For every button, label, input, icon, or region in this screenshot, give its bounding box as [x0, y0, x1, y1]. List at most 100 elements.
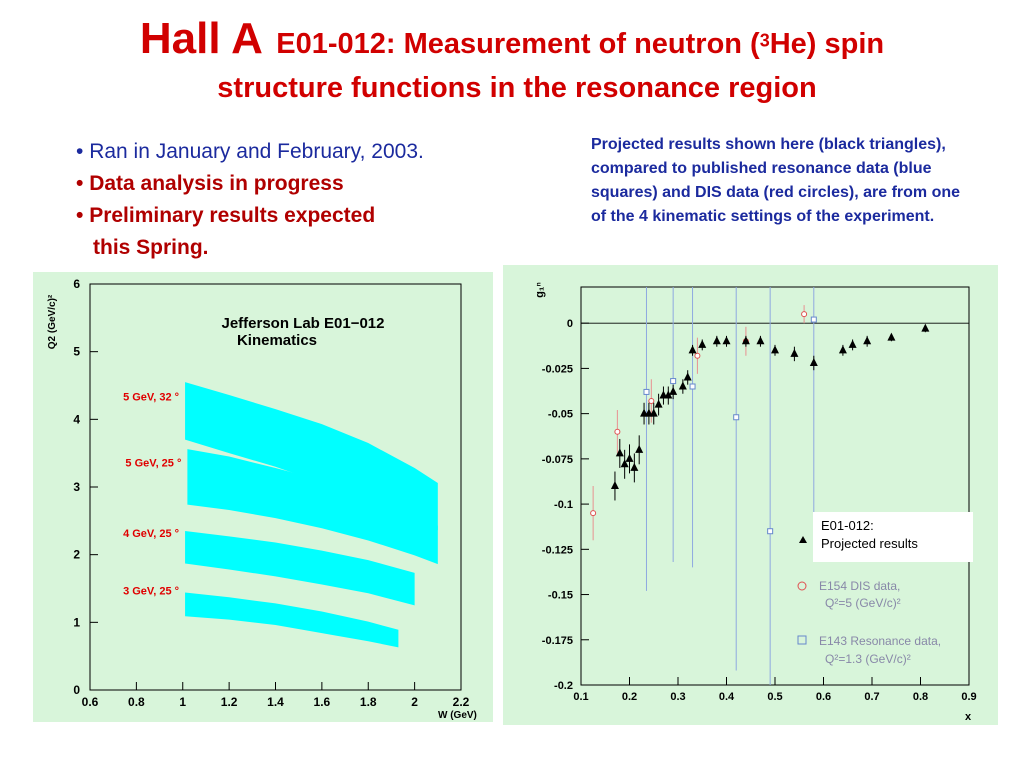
title-line1-pre: E01-012: Measurement of neutron (: [276, 28, 760, 60]
projected-results-note: Projected results shown here (black tria…: [591, 136, 961, 225]
data-point-triangle: [669, 386, 678, 395]
x-axis-label: W (GeV): [438, 710, 477, 721]
kinematic-band: [185, 530, 415, 606]
x-tick-label: 2.2: [453, 695, 470, 709]
y-tick-label: 4: [73, 412, 80, 426]
data-point-triangle: [741, 336, 750, 345]
data-point-triangle: [887, 332, 896, 341]
bullet-run-date: Ran in January and February, 2003.: [89, 140, 424, 163]
x-axis-label: x: [965, 711, 972, 723]
x-tick-label: 1.2: [221, 695, 238, 709]
slide-subtitle: structure functions in the resonance reg…: [217, 72, 817, 104]
bullet-list: • Ran in January and February, 2003. • D…: [76, 136, 424, 264]
data-point-triangle: [678, 381, 687, 390]
y-tick-label: 3: [73, 480, 80, 494]
y-tick-label: -0.075: [542, 454, 573, 466]
data-point-square: [810, 316, 817, 323]
y-tick-label: 2: [73, 548, 80, 562]
data-point-triangle: [635, 444, 644, 453]
data-point-triangle: [722, 336, 731, 345]
y-tick-label: 1: [73, 615, 80, 629]
y-tick-label: -0.2: [554, 680, 573, 692]
y-tick-label: 6: [73, 277, 80, 291]
band-label: 3 GeV, 25 °: [123, 585, 179, 597]
legend-box: [813, 512, 973, 562]
data-point-circle: [614, 428, 621, 435]
data-point-square: [689, 383, 696, 390]
y-tick-label: -0.1: [554, 499, 573, 511]
legend-e154-line1: E154 DIS data,: [819, 579, 900, 593]
data-point-triangle: [688, 345, 697, 354]
data-point-triangle: [848, 339, 857, 348]
data-point-triangle: [620, 459, 629, 468]
bullet-item-cont: this Spring.: [76, 232, 424, 264]
bullet-spring: this Spring.: [93, 236, 209, 259]
data-point-triangle: [683, 372, 692, 381]
x-tick-label: 0.7: [864, 691, 879, 703]
y-axis-label: g₁ⁿ: [534, 282, 546, 298]
y-tick-label: 5: [73, 345, 80, 359]
data-point-triangle: [771, 345, 779, 354]
legend: E01-012: Projected results E154 DIS data…: [797, 512, 973, 666]
data-point-triangle: [863, 336, 872, 345]
data-point-triangle: [756, 336, 765, 345]
y-tick-label: -0.05: [548, 409, 573, 421]
bullet-item: • Data analysis in progress: [76, 172, 344, 195]
data-point-triangle: [654, 399, 663, 408]
title-superscript: 3: [759, 30, 770, 51]
band-label: 4 GeV, 25 °: [123, 528, 179, 540]
x-tick-label: 1.6: [314, 695, 331, 709]
data-point-triangle: [615, 448, 624, 457]
data-point-circle: [648, 397, 655, 404]
x-tick-label: 0.6: [816, 691, 831, 703]
data-point-triangle: [838, 345, 847, 354]
legend-triangle-marker: [799, 536, 807, 543]
data-point-triangle: [712, 336, 721, 345]
hall-label: Hall A: [139, 14, 263, 63]
chart-subtitle: Kinematics: [237, 332, 317, 349]
x-tick-label: 1.4: [267, 695, 284, 709]
y-tick-label: 0: [73, 683, 80, 697]
x-tick-label: 0.4: [719, 691, 735, 703]
chart-background: [503, 265, 998, 725]
x-tick-label: 0.1: [573, 691, 588, 703]
bullet-item: • Ran in January and February, 2003.: [76, 140, 424, 163]
data-point-triangle: [790, 348, 799, 357]
data-point-square: [670, 378, 677, 385]
data-point-square: [733, 414, 740, 421]
data-point-circle: [590, 510, 597, 517]
title-line1-post: He) spin: [769, 28, 885, 60]
x-tick-label: 0.5: [767, 691, 782, 703]
legend-circle-marker: [797, 581, 807, 591]
x-tick-label: 0.8: [128, 695, 145, 709]
y-tick-label: -0.15: [548, 590, 573, 602]
data-point-triangle: [649, 408, 658, 417]
chart-title: Jefferson Lab E01−012: [221, 315, 384, 332]
x-tick-label: 1.8: [360, 695, 377, 709]
kinematic-band: [185, 592, 399, 648]
kinematic-band: [185, 382, 438, 531]
y-tick-label: -0.025: [542, 363, 573, 375]
data-point-triangle: [809, 357, 818, 366]
data-point-triangle: [630, 462, 639, 471]
x-tick-label: 0.3: [670, 691, 685, 703]
legend-e154-line2: Q²=5 (GeV/c)²: [825, 596, 901, 610]
y-tick-label: 0: [567, 318, 573, 330]
data-point-circle: [694, 352, 701, 359]
kinematic-band: [187, 449, 438, 565]
data-point-triangle: [610, 481, 619, 489]
bullet-item: • Preliminary results expected: [76, 204, 376, 227]
data-point-circle: [801, 311, 808, 318]
data-point-square: [643, 388, 650, 395]
data-point-triangle: [625, 453, 634, 462]
band-label: 5 GeV, 32 °: [123, 392, 179, 404]
g1n-chart: 0.1 0.2 0.3 0.4 0.5 0.6 0.7 0.8 0.9 0 -0.025 -0.05 -…: [503, 265, 998, 725]
band-label: 5 GeV, 25 °: [125, 458, 181, 470]
y-axis-label: Q2 (GeV/c)²: [47, 294, 58, 349]
x-tick-label: 1: [179, 695, 186, 709]
y-tick-label: -0.175: [542, 635, 573, 647]
bullet-preliminary: Preliminary results expected: [89, 204, 376, 227]
x-tick-label: 0.9: [961, 691, 976, 703]
data-point-triangle: [921, 323, 930, 332]
data-point-triangle: [664, 390, 673, 399]
